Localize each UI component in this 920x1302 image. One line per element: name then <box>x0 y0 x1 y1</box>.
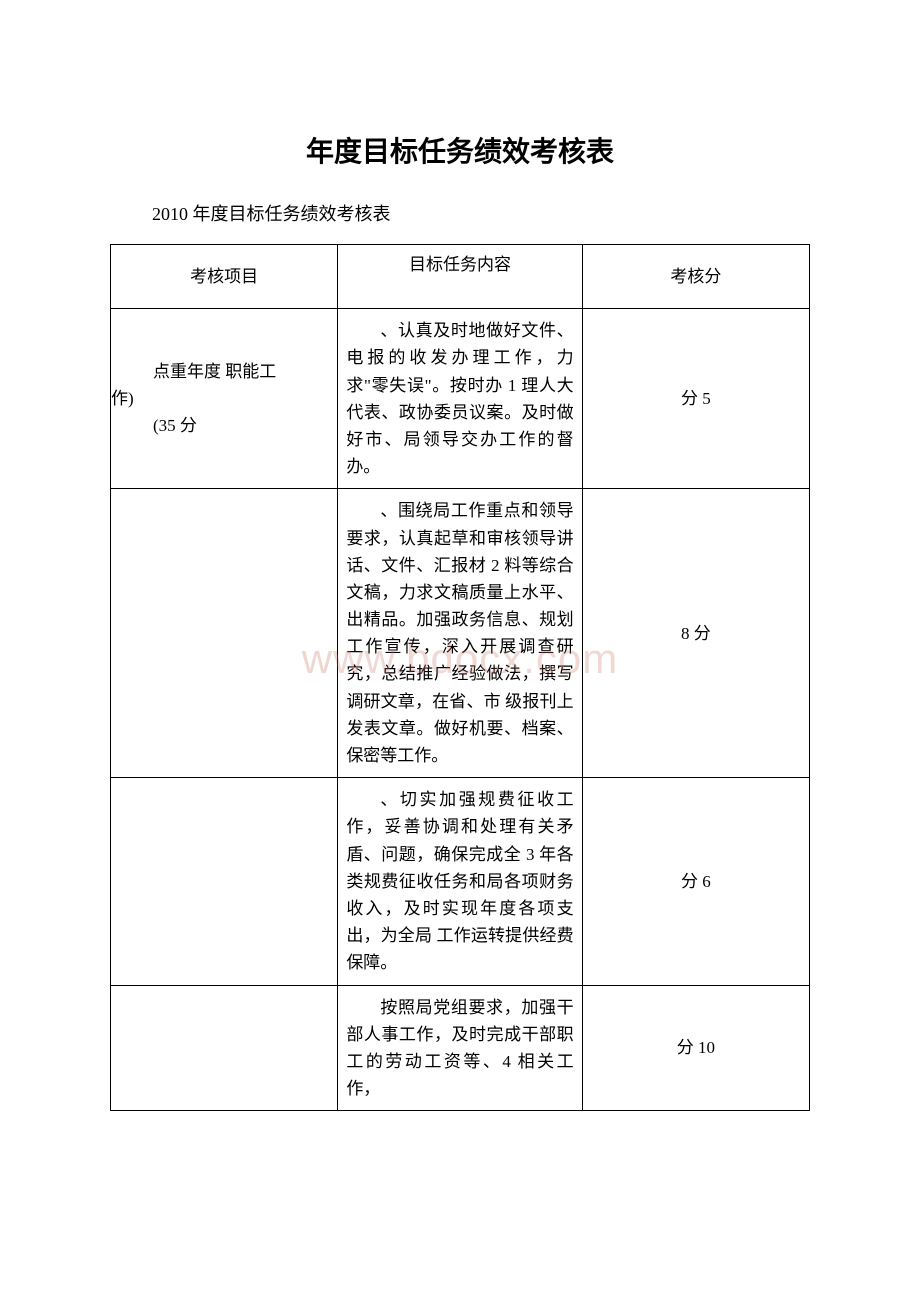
table-row: 按照局党组要求，加强干部人事工作，及时完成干部职工的劳动工资等、4 相关工作， … <box>111 985 810 1111</box>
header-cell-item: 考核项目 <box>111 245 338 309</box>
cell-content: 、认真及时地做好文件、电报的收发办理工作，力求"零失误"。按时办 1 理人大代表… <box>338 309 582 489</box>
cell-score: 分 6 <box>582 778 809 985</box>
cell-item: 点重年度 职能工 作) (35 分 <box>111 309 338 489</box>
assessment-table: 考核项目 目标任务内容 考核分 点重年度 职能工 作) (35 分 、认真及时地… <box>110 244 810 1111</box>
cell-score: 分 10 <box>582 985 809 1111</box>
cell-item <box>111 985 338 1111</box>
page-title: 年度目标任务绩效考核表 <box>110 130 810 170</box>
table-row: 点重年度 职能工 作) (35 分 、认真及时地做好文件、电报的收发办理工作，力… <box>111 309 810 489</box>
header-cell-score: 考核分 <box>582 245 809 309</box>
header-cell-content: 目标任务内容 <box>338 245 582 309</box>
cell-content: 、切实加强规费征收工作，妥善协调和处理有关矛盾、问题，确保完成全 3 年各类规费… <box>338 778 582 985</box>
cell-content: 按照局党组要求，加强干部人事工作，及时完成干部职工的劳动工资等、4 相关工作， <box>338 985 582 1111</box>
cell-item <box>111 778 338 985</box>
table-row: 、切实加强规费征收工作，妥善协调和处理有关矛盾、问题，确保完成全 3 年各类规费… <box>111 778 810 985</box>
cell-item <box>111 489 338 778</box>
subtitle: 2010 年度目标任务绩效考核表 <box>152 200 810 226</box>
table-row: 、围绕局工作重点和领导要求，认真起草和审核领导讲话、文件、汇报材 2 料等综合文… <box>111 489 810 778</box>
table-header-row: 考核项目 目标任务内容 考核分 <box>111 245 810 309</box>
cell-content: 、围绕局工作重点和领导要求，认真起草和审核领导讲话、文件、汇报材 2 料等综合文… <box>338 489 582 778</box>
cell-score: 8 分 <box>582 489 809 778</box>
cell-score: 分 5 <box>582 309 809 489</box>
